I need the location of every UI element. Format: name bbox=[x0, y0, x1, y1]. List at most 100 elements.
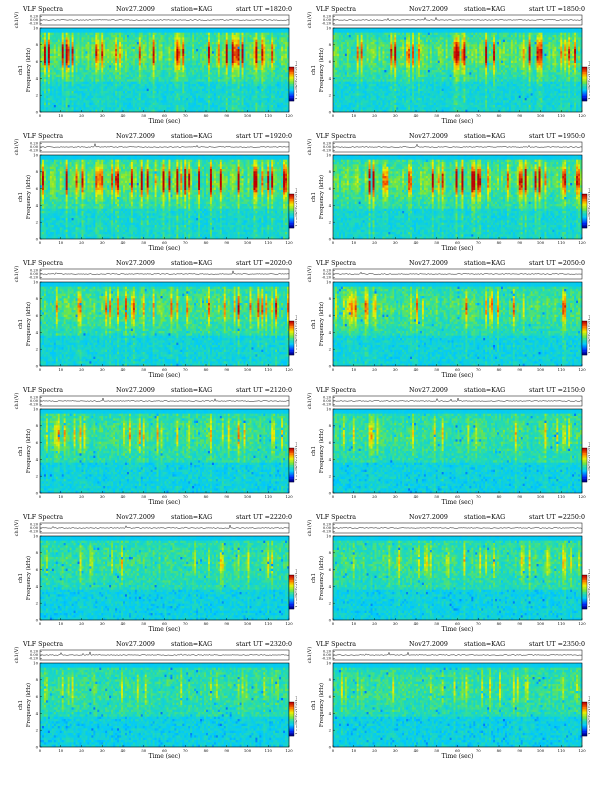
spectrogram-cell bbox=[53, 98, 56, 101]
spectrogram-cell bbox=[107, 77, 110, 80]
spectrogram-cell bbox=[277, 105, 280, 108]
spectrogram-cell bbox=[55, 72, 58, 75]
spectrogram-cell bbox=[79, 42, 82, 45]
spectrogram-cell bbox=[93, 56, 96, 59]
spectrogram-cell bbox=[172, 79, 175, 82]
spectrogram-cell bbox=[160, 28, 163, 31]
spectrogram-cell bbox=[342, 56, 346, 59]
spectrogram-cell bbox=[51, 56, 54, 59]
spectrogram-cell bbox=[251, 42, 254, 45]
spectrogram-cell bbox=[281, 107, 284, 110]
spectrogram-cell bbox=[287, 74, 290, 78]
spectrogram-cell bbox=[257, 70, 260, 73]
spectrogram-cell bbox=[111, 109, 114, 113]
spectrogram-cell bbox=[194, 28, 197, 31]
spectrogram-cell bbox=[206, 93, 209, 96]
spectrogram-cell bbox=[263, 67, 266, 71]
spectrogram-cell bbox=[194, 84, 197, 87]
spectrogram-cell bbox=[170, 44, 173, 47]
spectrogram-cell bbox=[202, 30, 205, 33]
spectrogram-cell bbox=[245, 58, 248, 61]
spectrogram-cell bbox=[51, 100, 54, 103]
spectrogram-cell bbox=[253, 95, 256, 99]
spectrogram-cell bbox=[255, 65, 258, 68]
spectrogram-cell bbox=[85, 60, 88, 64]
spectrogram-cell bbox=[73, 37, 76, 40]
spectrogram-cell bbox=[196, 74, 199, 78]
spectrogram-cell bbox=[45, 77, 49, 80]
spectrogram-cell bbox=[79, 95, 82, 99]
spectrogram-cell bbox=[271, 60, 274, 64]
spectrogram-cell bbox=[184, 107, 187, 110]
spectrogram-cell bbox=[253, 107, 256, 110]
spectrogram-cell bbox=[209, 98, 213, 101]
spectrogram-cell bbox=[194, 39, 197, 43]
spectrogram-cell bbox=[79, 102, 82, 106]
spectrogram-cell bbox=[217, 102, 220, 106]
spectrogram-cell bbox=[138, 35, 141, 38]
spectrogram-cell bbox=[275, 67, 278, 71]
spectrogram-cell bbox=[111, 51, 114, 54]
spectrogram-cell bbox=[43, 70, 47, 73]
spectrogram-cell bbox=[239, 28, 242, 31]
spectrogram-cell bbox=[117, 91, 120, 94]
spectrogram-cell bbox=[223, 28, 226, 31]
spectrogram-cell bbox=[221, 67, 224, 71]
spectrogram-cell bbox=[97, 102, 100, 106]
spectrogram-cell bbox=[113, 51, 116, 54]
spectrogram-cell bbox=[45, 100, 49, 103]
spectrogram-cell bbox=[168, 63, 171, 66]
spectrogram-cell bbox=[249, 49, 252, 52]
spectrogram-cell bbox=[91, 67, 94, 71]
spectrogram-cell bbox=[251, 53, 254, 57]
spectrogram-cell bbox=[47, 46, 51, 50]
spectrogram-cell bbox=[152, 58, 155, 61]
spectrogram-cell bbox=[237, 39, 240, 43]
spectrogram-cell bbox=[117, 49, 120, 52]
spectrogram-cell bbox=[271, 98, 274, 101]
spectrogram-cell bbox=[75, 86, 78, 89]
spectrogram-cell bbox=[348, 98, 351, 101]
spectrogram-cell bbox=[217, 42, 220, 45]
colorbar-segment bbox=[289, 84, 294, 86]
spectrogram-cell bbox=[221, 88, 224, 92]
spectrogram-cell bbox=[338, 109, 342, 113]
spectrogram-cell bbox=[75, 88, 78, 92]
spectrogram-cell bbox=[336, 84, 340, 87]
spectrogram-cell bbox=[200, 88, 203, 92]
spectrogram-cell bbox=[61, 51, 64, 54]
spectrogram-cell bbox=[346, 63, 349, 66]
spectrogram-cell bbox=[204, 100, 207, 103]
spectrogram-cell bbox=[229, 35, 232, 38]
spectrogram-cell bbox=[225, 42, 228, 45]
spectrogram-cell bbox=[273, 42, 276, 45]
spectrogram-cell bbox=[47, 77, 51, 80]
spectrogram-cell bbox=[200, 72, 203, 75]
spectrogram-cell bbox=[158, 84, 161, 87]
spectrogram-cell bbox=[204, 51, 207, 54]
spectrogram-cell bbox=[59, 93, 62, 96]
spectrogram-cell bbox=[196, 93, 199, 96]
spectrogram-cell bbox=[249, 42, 252, 45]
spectrogram-cell bbox=[156, 72, 159, 75]
spectrogram-cell bbox=[61, 79, 64, 82]
spectrogram-cell bbox=[53, 93, 56, 96]
spectrogram-cell bbox=[279, 39, 282, 43]
spectrogram-cell bbox=[207, 72, 211, 75]
spectrogram-cell bbox=[285, 79, 288, 82]
spectrogram-cell bbox=[41, 65, 45, 68]
spectrogram-cell bbox=[105, 79, 108, 82]
spectrogram-cell bbox=[121, 102, 124, 106]
spectrogram-cell bbox=[231, 107, 234, 110]
spectrogram-cell bbox=[160, 109, 163, 113]
spectrogram-cell bbox=[188, 37, 191, 40]
spectrogram-cell bbox=[132, 42, 136, 45]
spectrogram-cell bbox=[342, 88, 346, 92]
spectrogram-cell bbox=[71, 74, 74, 78]
spectrogram-cell bbox=[251, 49, 254, 52]
spectrogram-cell bbox=[43, 51, 47, 54]
spectrogram-cell bbox=[348, 46, 351, 50]
spectrogram-cell bbox=[146, 95, 149, 99]
spectrogram-cell bbox=[93, 70, 96, 73]
spectrogram-cell bbox=[109, 46, 112, 50]
